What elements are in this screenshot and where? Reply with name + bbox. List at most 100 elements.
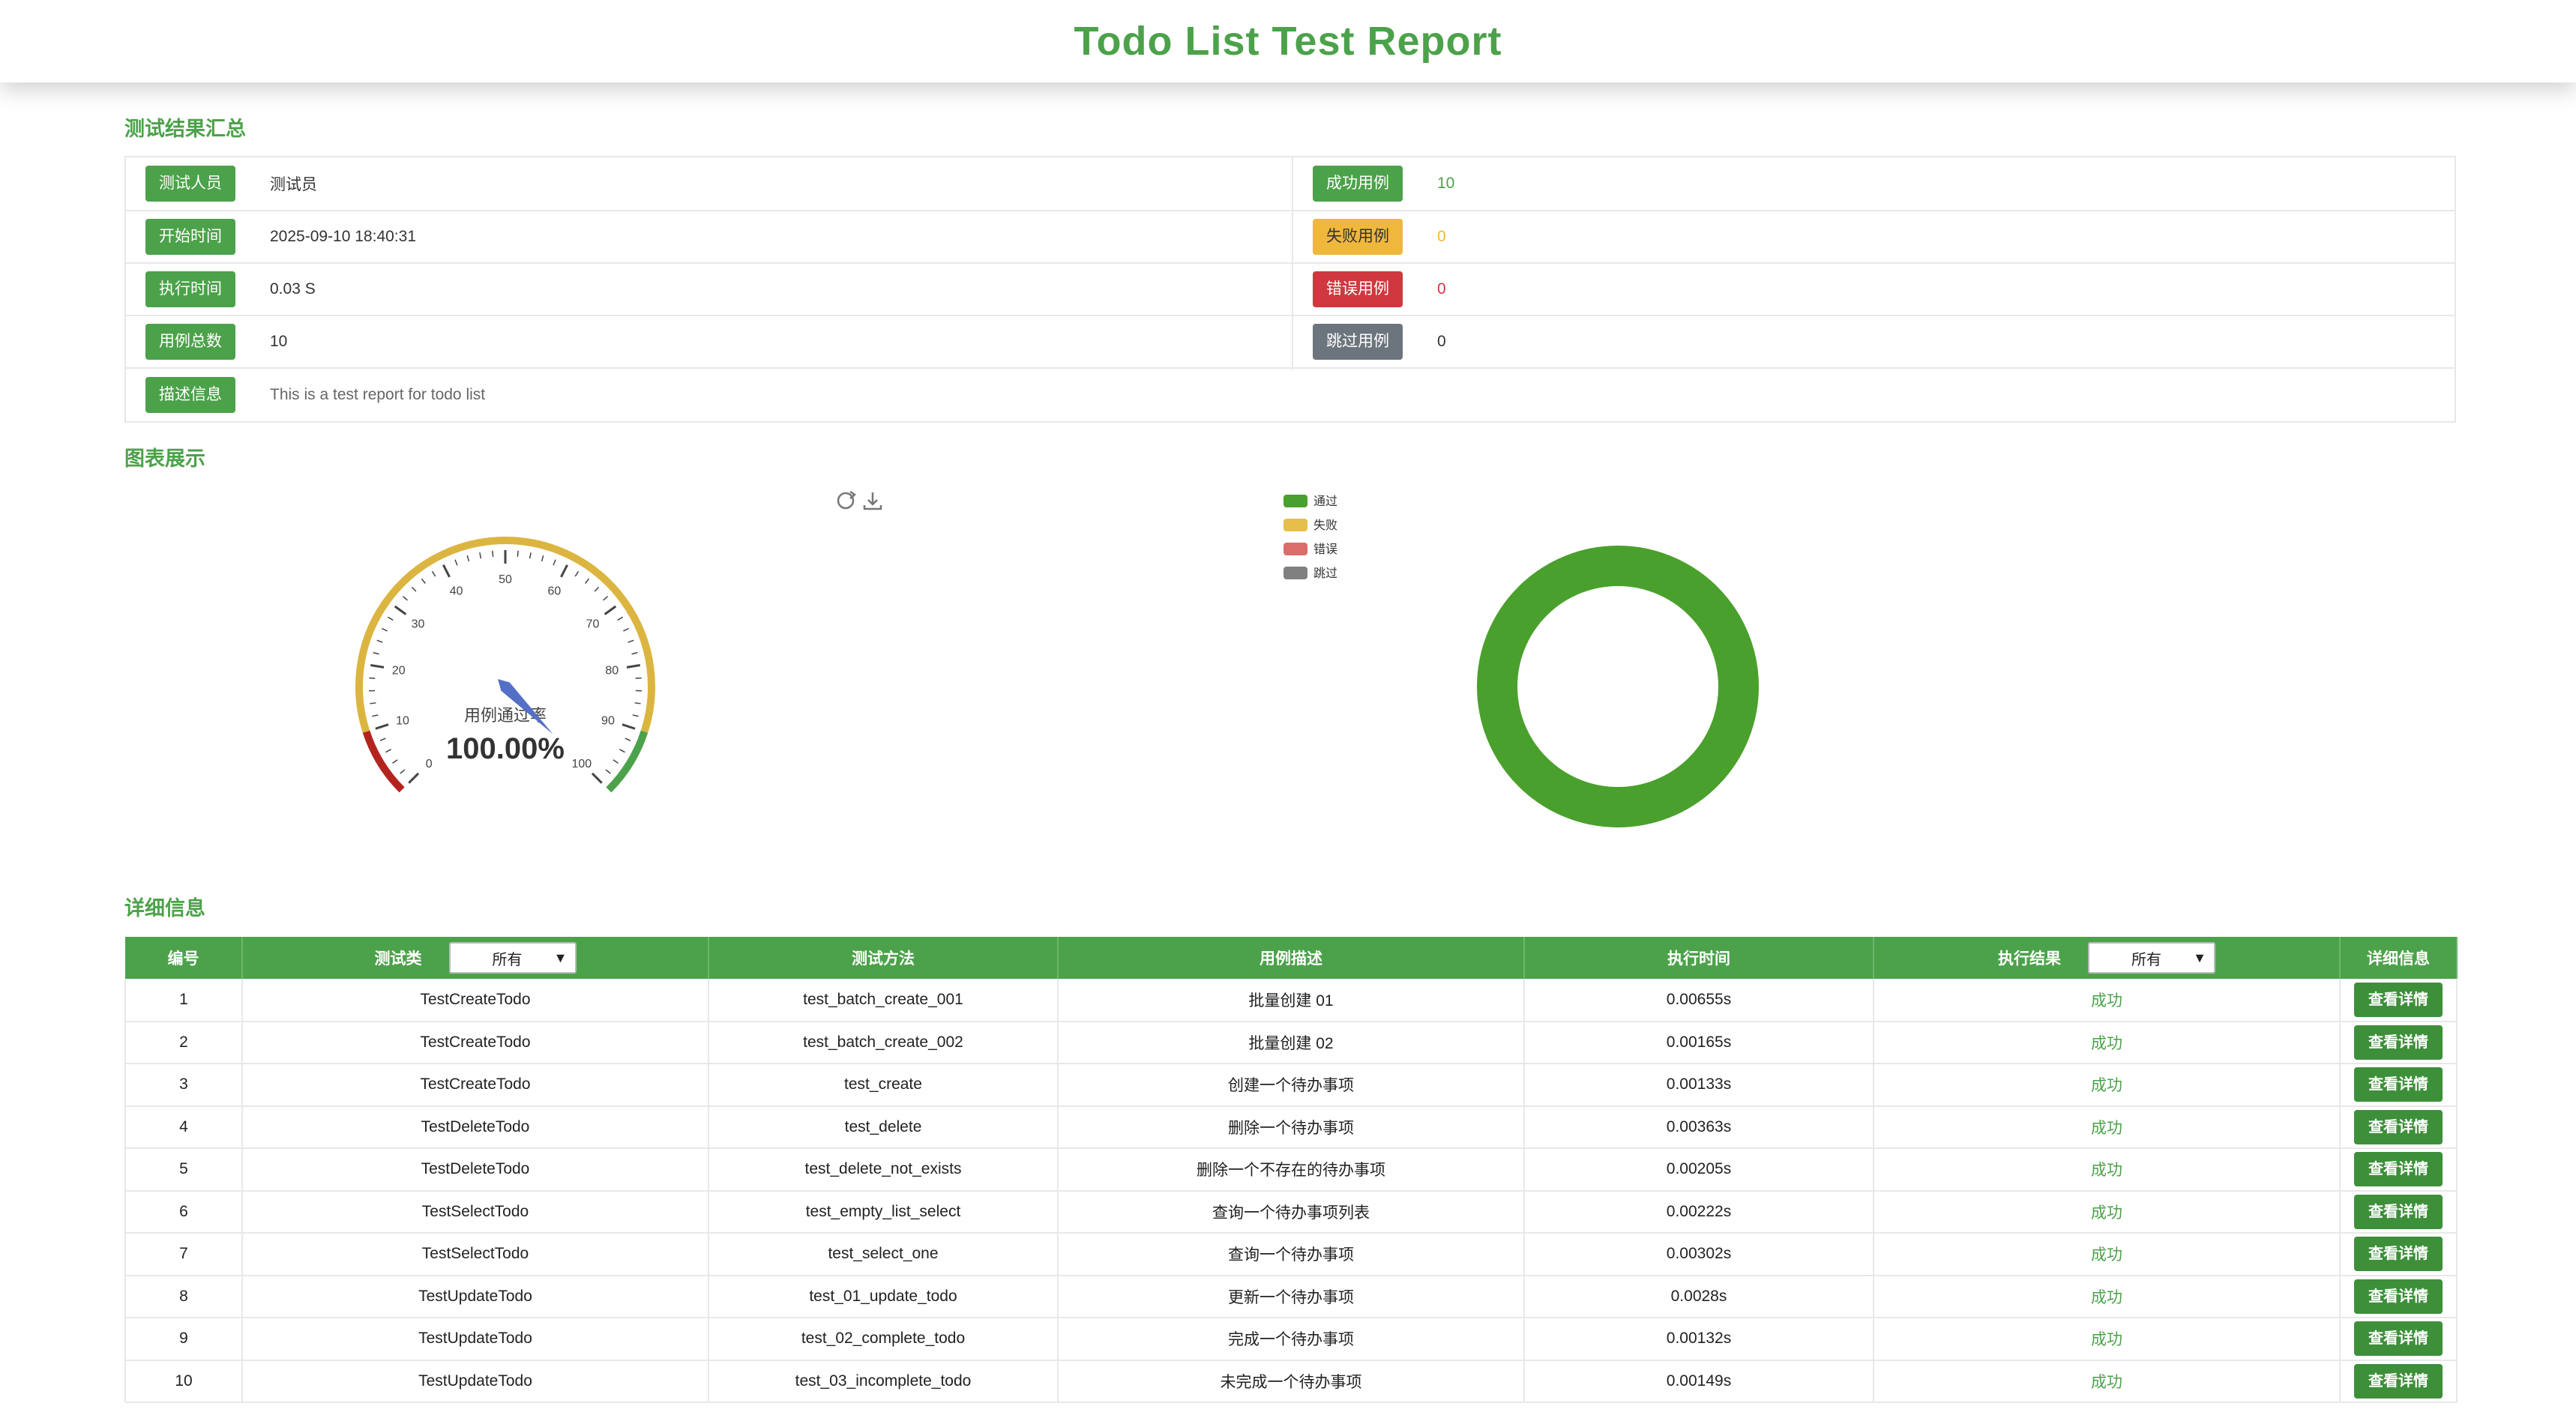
failed-badge: 失败用例: [1313, 219, 1403, 255]
gauge-minor-tick: [635, 677, 642, 679]
details-table-wrap: 编号 测试类 所有 ▼ 测试方法 用例描述 执行时间: [124, 937, 2458, 1403]
cell-id: 3: [124, 1064, 243, 1107]
donut-slice[interactable]: [1477, 546, 1759, 827]
refresh-icon[interactable]: [835, 490, 857, 511]
col-class-label: 测试类: [374, 950, 422, 968]
gauge-tick-label: 100: [571, 758, 592, 770]
gauge-bands: [355, 537, 655, 793]
view-detail-button[interactable]: 查看详情: [2354, 982, 2443, 1017]
chevron-down-icon: ▼: [553, 950, 568, 965]
cell-class: TestSelectTodo: [242, 1190, 709, 1234]
cell-result: 成功: [1874, 1190, 2341, 1234]
legend-swatch[interactable]: [1284, 543, 1307, 555]
gauge-minor-tick: [631, 652, 638, 655]
failed-value: 0: [1437, 228, 1446, 245]
gauge-minor-tick: [392, 759, 398, 764]
gauge-tick-label: 0: [426, 758, 433, 770]
gauge-minor-tick: [632, 714, 639, 717]
table-row: 2 TestCreateTodo test_batch_create_002 批量创建…: [124, 1021, 2458, 1064]
page-title: Todo List Test Report: [1074, 19, 1502, 64]
view-detail-button[interactable]: 查看详情: [2354, 1194, 2443, 1229]
gauge-minor-tick: [370, 702, 376, 705]
duration-badge: 执行时间: [145, 271, 235, 307]
cell-id: 8: [124, 1275, 243, 1318]
cell-detail: 查看详情: [2340, 1275, 2458, 1318]
gauge-minor-tick: [479, 552, 482, 559]
gauge-tick-label: 90: [601, 714, 615, 727]
cell-result: 成功: [1874, 1064, 2341, 1107]
legend-label[interactable]: 错误: [1313, 543, 1337, 556]
cell-method: test_03_incomplete_todo: [708, 1360, 1059, 1403]
gauge-minor-tick: [372, 714, 379, 717]
tester-value: 测试员: [270, 176, 317, 193]
cell-time: 0.00133s: [1524, 1064, 1874, 1107]
gauge-minor-tick: [400, 769, 406, 774]
download-icon[interactable]: [862, 490, 883, 511]
cell-id: 6: [124, 1190, 243, 1234]
cell-method: test_01_update_todo: [708, 1275, 1059, 1318]
cell-id: 9: [124, 1318, 243, 1361]
col-result: 执行结果 所有 ▼: [1874, 937, 2341, 979]
class-filter-select[interactable]: 所有 ▼: [448, 942, 577, 974]
gauge-major-tick: [394, 605, 407, 615]
legend-label[interactable]: 通过: [1313, 495, 1337, 508]
view-detail-button[interactable]: 查看详情: [2354, 1152, 2443, 1187]
cell-id: 5: [124, 1148, 243, 1192]
cell-result: 成功: [1874, 1233, 2341, 1276]
view-detail-button[interactable]: 查看详情: [2354, 1321, 2443, 1357]
view-detail-button[interactable]: 查看详情: [2354, 1067, 2443, 1102]
cell-method: test_select_one: [708, 1233, 1059, 1276]
summary-row-tester: 测试人员 测试员: [126, 157, 1292, 210]
legend-label[interactable]: 跳过: [1313, 567, 1337, 580]
gauge-minor-tick: [454, 559, 458, 566]
view-detail-button[interactable]: 查看详情: [2354, 1237, 2443, 1272]
cell-method: test_delete: [708, 1105, 1059, 1149]
table-row: 6 TestSelectTodo test_empty_list_select 查询一…: [124, 1190, 2458, 1234]
cell-detail: 查看详情: [2340, 1190, 2458, 1234]
cell-detail: 查看详情: [2340, 1064, 2458, 1107]
gauge-minor-tick: [385, 749, 391, 753]
legend-swatch[interactable]: [1284, 567, 1307, 579]
gauge-major-tick: [626, 664, 640, 669]
summary-title: 测试结果汇总: [124, 118, 246, 140]
charts-area: 0 10 20 30 40 50 60 70 80 90 100 用例通过率 100.00% 通过失…: [124, 465, 2456, 854]
view-detail-button[interactable]: 查看详情: [2354, 1363, 2443, 1399]
gauge-major-tick: [622, 723, 636, 730]
view-detail-button[interactable]: 查看详情: [2354, 1279, 2443, 1314]
cell-result: 成功: [1874, 1148, 2341, 1192]
view-detail-button[interactable]: 查看详情: [2354, 1109, 2443, 1144]
cell-result: 成功: [1874, 1360, 2341, 1403]
legend-swatch[interactable]: [1284, 519, 1307, 531]
legend-label[interactable]: 失败: [1313, 519, 1337, 532]
gauge-minor-tick: [574, 570, 580, 577]
gauge-minor-tick: [625, 737, 631, 741]
table-row: 4 TestDeleteTodo test_delete 删除一个待办事项 0.0036…: [124, 1105, 2458, 1149]
cell-result: 成功: [1874, 1105, 2341, 1149]
cell-class: TestUpdateTodo: [242, 1360, 709, 1403]
cell-time: 0.00165s: [1524, 1021, 1874, 1064]
gauge-minor-tick: [605, 769, 611, 774]
gauge-minor-tick: [617, 616, 624, 621]
col-time: 执行时间: [1524, 937, 1874, 979]
cell-detail: 查看详情: [2340, 1021, 2458, 1064]
table-row: 7 TestSelectTodo test_select_one 查询一个待办事项 0.…: [124, 1233, 2458, 1276]
gauge-major-tick: [560, 564, 568, 578]
view-detail-button[interactable]: 查看详情: [2354, 1025, 2443, 1060]
details-title: 详细信息: [124, 897, 205, 920]
cell-id: 4: [124, 1105, 243, 1149]
gauge-minor-tick: [387, 616, 394, 621]
cell-detail: 查看详情: [2340, 979, 2458, 1022]
cell-desc: 批量创建 02: [1058, 1021, 1525, 1064]
summary-row-description: 描述信息 This is a test report for todo list: [126, 367, 2455, 421]
gauge-minor-tick: [619, 749, 625, 753]
legend-swatch[interactable]: [1284, 495, 1307, 507]
details-table: 编号 测试类 所有 ▼ 测试方法 用例描述 执行时间: [124, 937, 2458, 1403]
cell-id: 7: [124, 1233, 243, 1276]
result-filter-select[interactable]: 所有 ▼: [2088, 942, 2215, 974]
errors-value: 0: [1437, 280, 1446, 298]
gauge-major-tick: [375, 723, 389, 730]
summary-row-passed: 成功用例 10: [1293, 157, 2456, 210]
gauge-minor-tick: [585, 578, 590, 584]
cell-detail: 查看详情: [2340, 1318, 2458, 1361]
